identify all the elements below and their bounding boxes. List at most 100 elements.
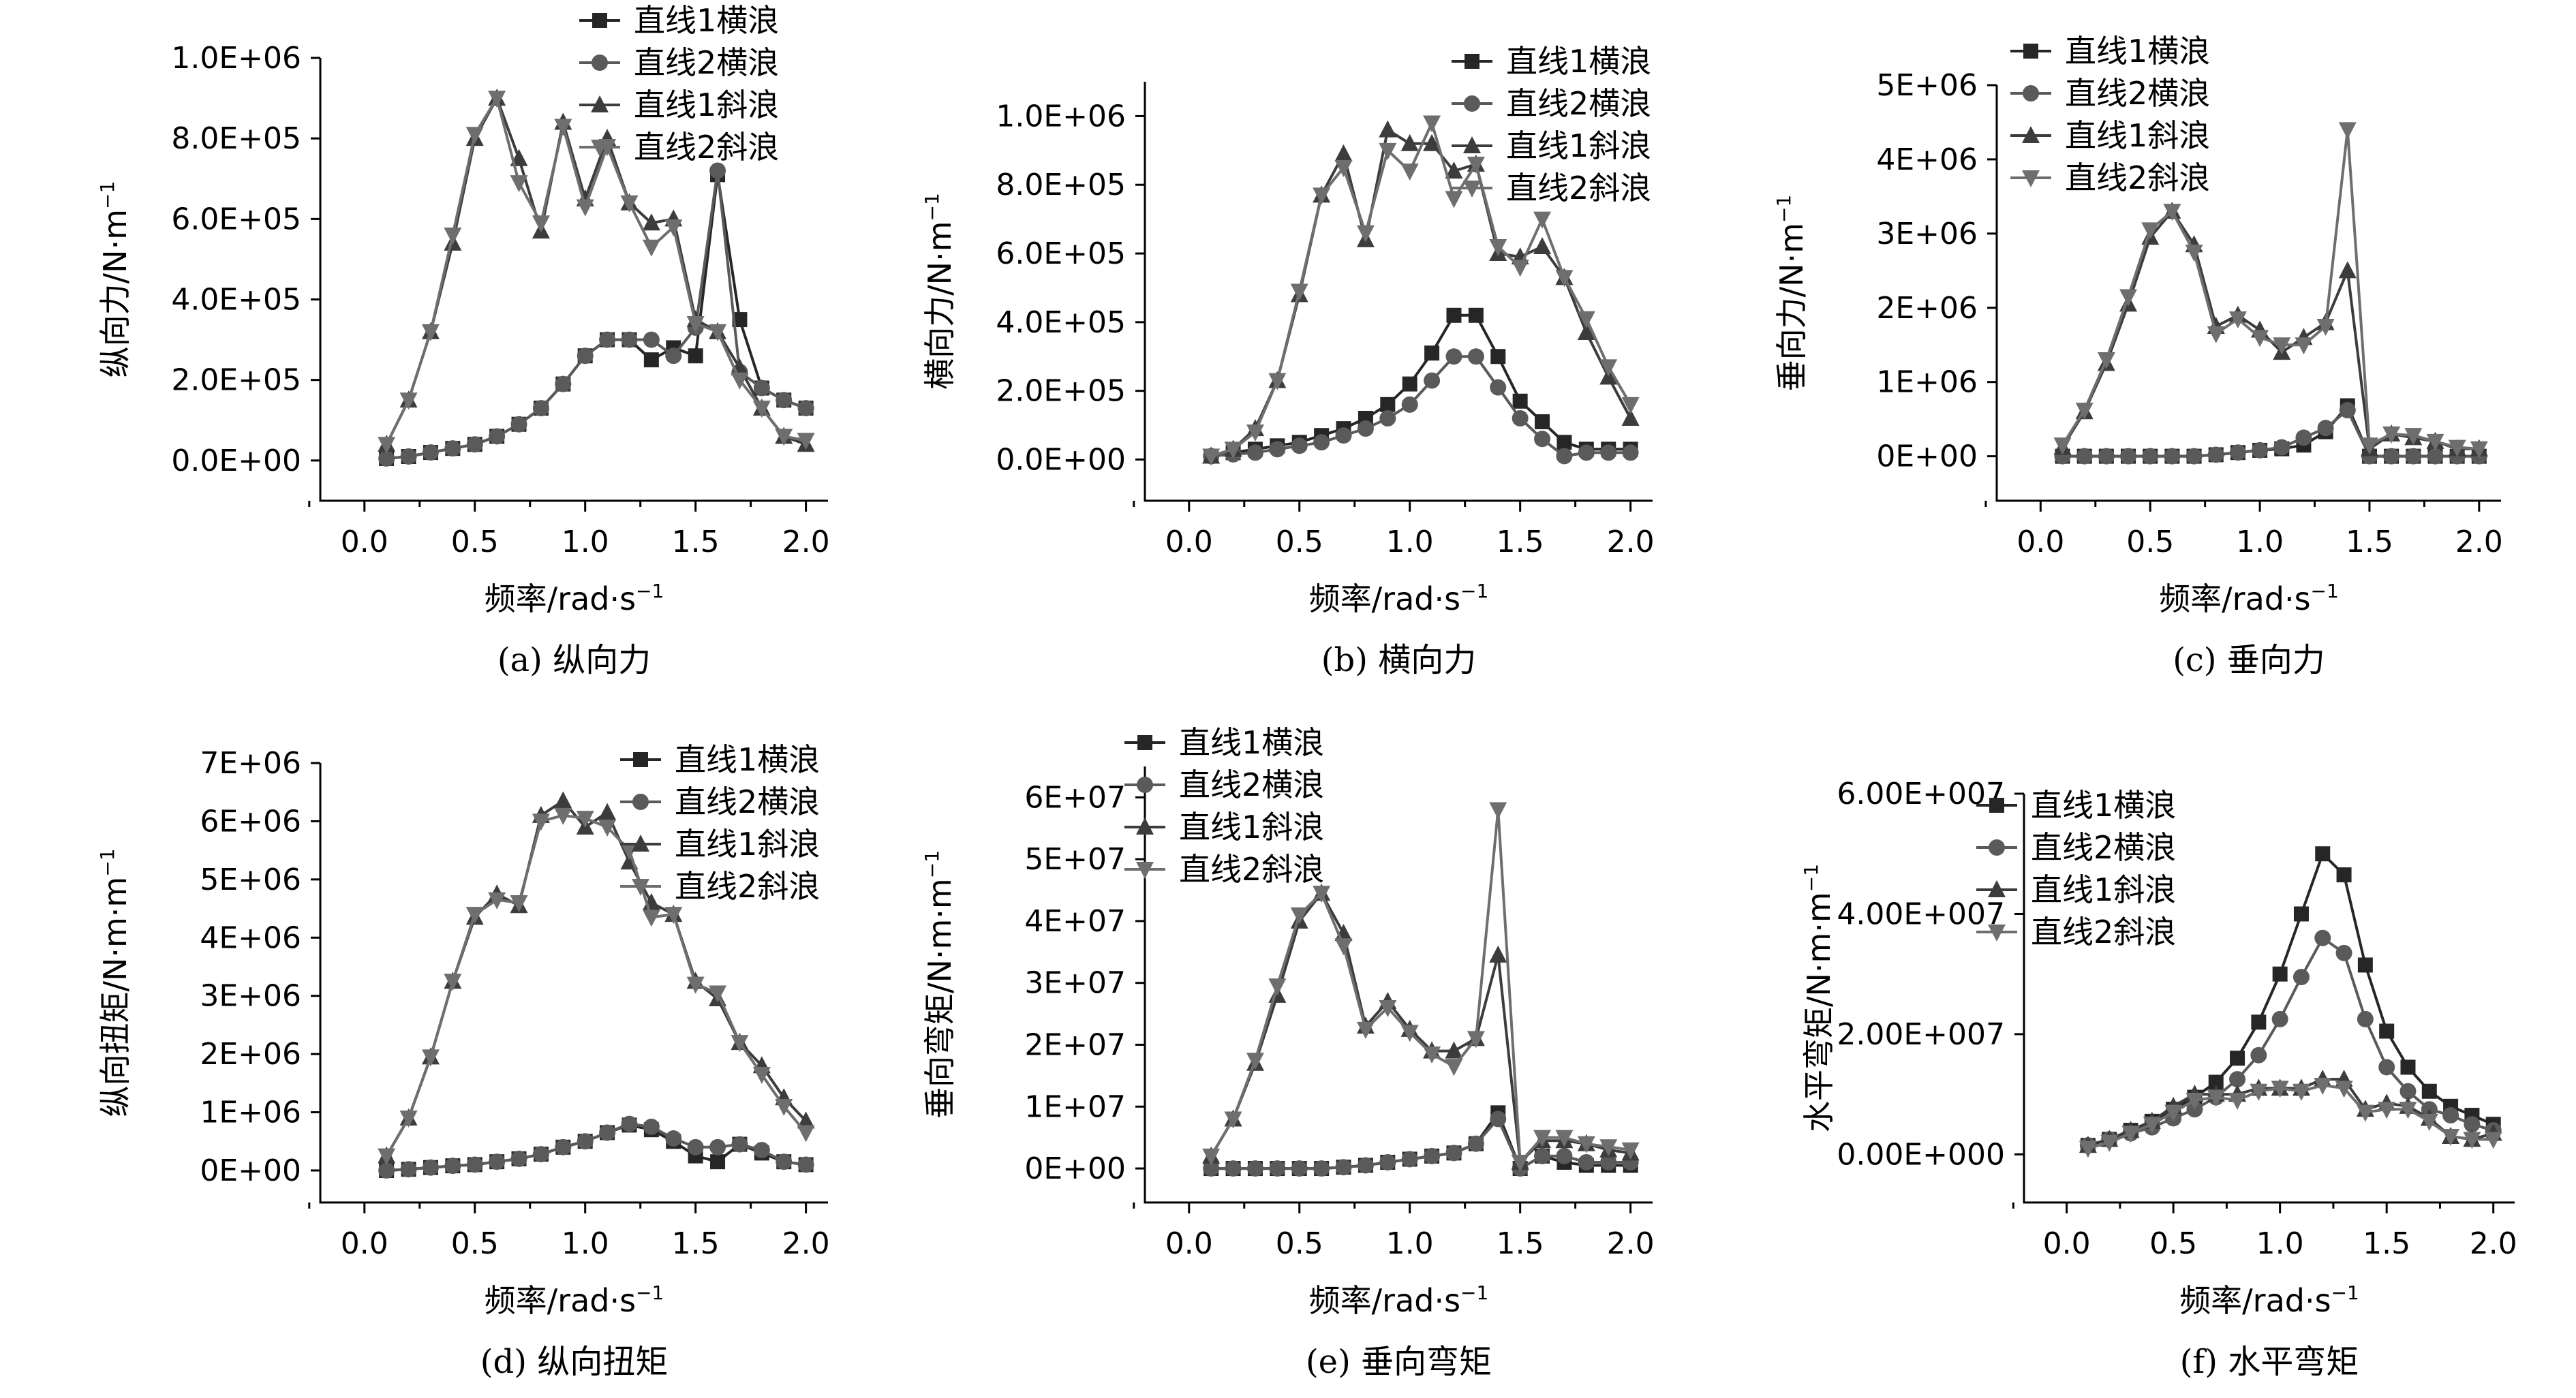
data-point [1424, 372, 1441, 389]
data-point [1313, 1160, 1330, 1177]
x-tick-label: 1.0 [562, 1226, 609, 1261]
x-tick-label: 1.5 [672, 1226, 720, 1261]
data-point [489, 1153, 506, 1170]
legend-label: 直线1横浪 [1179, 724, 1324, 761]
legend-marker [1137, 735, 1152, 750]
data-point [2399, 1083, 2417, 1100]
x-tick-label: 0.5 [451, 525, 499, 559]
data-point [2315, 846, 2331, 862]
legend-marker [1463, 136, 1481, 153]
data-point [1202, 1148, 1221, 1166]
panel-d: 0E+00 1E+06 2E+06 3E+06 4E+06 5E+06 6E+06 7E+06… [0, 709, 859, 1398]
data-point [797, 1111, 815, 1129]
x-tick-label: 1.0 [562, 525, 609, 559]
data-point [1534, 1147, 1551, 1164]
y-tick-label: 2E+07 [1024, 1028, 1126, 1063]
data-point [599, 331, 616, 348]
chart-a: 0.0E+00 2.0E+05 4.0E+05 6.0E+05 8.0E+05 1.0E+… [96, 2, 830, 679]
data-point [1313, 187, 1331, 205]
data-point [1268, 978, 1287, 996]
data-point [2207, 446, 2224, 463]
legend-label: 直线1横浪 [2065, 33, 2210, 69]
data-point [598, 819, 617, 837]
data-point [1533, 1130, 1552, 1147]
data-point [1490, 349, 1506, 364]
chart-c: 0E+00 1E+06 2E+06 3E+06 4E+06 5E+06 0.0 0.5 1.0 1… [1773, 33, 2503, 679]
data-point [2464, 1116, 2481, 1133]
data-point [2119, 289, 2138, 307]
x-tick-label: 1.5 [1497, 525, 1544, 559]
y-tick-label: 0.00E+000 [1837, 1137, 2005, 1172]
data-point [1379, 1000, 1397, 1018]
y-tick-label: 1.0E+06 [171, 41, 301, 76]
y-tick-label: 4E+06 [1876, 142, 1978, 177]
data-point [2357, 957, 2373, 973]
data-point [2079, 1140, 2097, 1158]
legend-label: 直线2斜浪 [2031, 914, 2176, 950]
data-point [1246, 444, 1263, 461]
x-tick-label: 0.5 [2126, 525, 2174, 559]
data-point [1467, 1031, 1485, 1048]
y-tick-label: 4.0E+05 [171, 283, 301, 317]
y-axis-title: 纵向扭矩/N·m·m−1 [96, 848, 134, 1117]
data-point [378, 437, 396, 454]
legend-label: 直线1横浪 [1506, 43, 1651, 80]
data-point [400, 448, 417, 465]
data-point [1379, 120, 1397, 138]
data-point [2356, 1104, 2374, 1122]
legend-label: 直线2横浪 [2065, 75, 2210, 112]
y-tick-label: 6.0E+05 [996, 236, 1126, 271]
data-point [2421, 1083, 2437, 1099]
data-point [399, 392, 418, 410]
data-point [1445, 348, 1462, 365]
data-point [2097, 352, 2115, 370]
y-tick-label: 2.0E+05 [996, 374, 1126, 409]
data-point [2420, 1113, 2438, 1131]
axes-frame [2023, 794, 2515, 1204]
data-point [400, 1161, 417, 1178]
data-point [488, 91, 506, 108]
data-point [1424, 345, 1440, 361]
data-point [664, 907, 683, 925]
data-point [686, 316, 705, 333]
data-point [554, 791, 572, 809]
chart-d: 0E+00 1E+06 2E+06 3E+06 4E+06 5E+06 6E+06 7E+06… [96, 741, 830, 1381]
legend-label: 直线2横浪 [634, 44, 779, 81]
data-point [1202, 448, 1221, 466]
legend-label: 直线2斜浪 [1179, 851, 1324, 888]
data-point [1577, 322, 1595, 340]
series-line [1210, 119, 1632, 458]
data-point [378, 1148, 396, 1166]
data-point [1445, 1145, 1462, 1162]
y-tick-label: 4.0E+05 [996, 305, 1126, 340]
data-point [1467, 348, 1484, 365]
data-point [686, 976, 705, 994]
data-point [510, 416, 527, 433]
series-line [2061, 208, 2479, 452]
y-tick-label: 3E+06 [200, 979, 301, 1014]
data-point [532, 1146, 549, 1163]
data-point [1269, 1160, 1286, 1177]
data-point [1402, 376, 1417, 392]
data-point [2338, 122, 2357, 140]
data-point [1401, 396, 1418, 413]
data-point [709, 324, 727, 341]
data-point [1445, 1041, 1463, 1059]
data-point [378, 450, 395, 467]
data-point [2250, 1083, 2268, 1101]
data-point [598, 803, 617, 820]
data-point [1445, 191, 1463, 208]
data-point [2120, 448, 2137, 465]
data-point [2075, 403, 2094, 420]
legend-marker [1988, 925, 2006, 942]
legend-label: 直线2斜浪 [675, 868, 820, 905]
data-point [422, 1159, 439, 1176]
legend-label: 直线1斜浪 [634, 87, 779, 123]
series-line [385, 95, 806, 446]
y-tick-label: 1.0E+06 [996, 99, 1126, 134]
data-point [776, 1153, 793, 1170]
x-tick-label: 1.0 [1386, 525, 1434, 559]
